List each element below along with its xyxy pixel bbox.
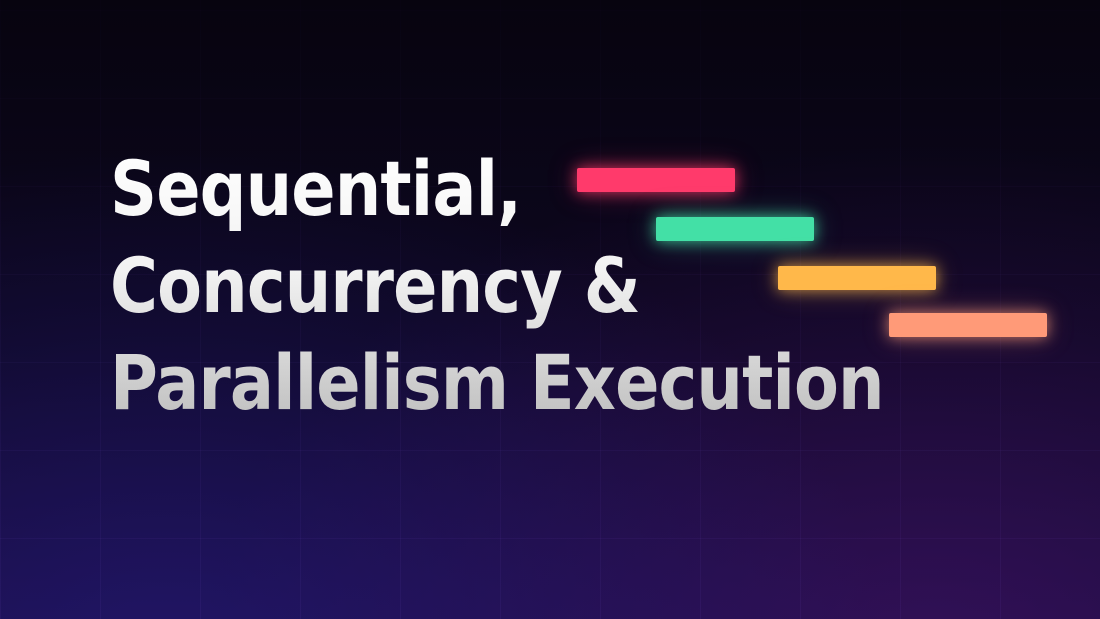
timeline-bar-4 xyxy=(889,313,1047,337)
title-line-3: Parallelism Execution xyxy=(110,338,884,427)
timeline-bar-3 xyxy=(778,266,936,290)
timeline-bar-1 xyxy=(577,168,735,192)
title-line-2: Concurrency & xyxy=(110,241,640,330)
timeline-bar-2 xyxy=(656,217,814,241)
banner-title: Sequential, Concurrency & Parallelism Ex… xyxy=(110,140,884,431)
